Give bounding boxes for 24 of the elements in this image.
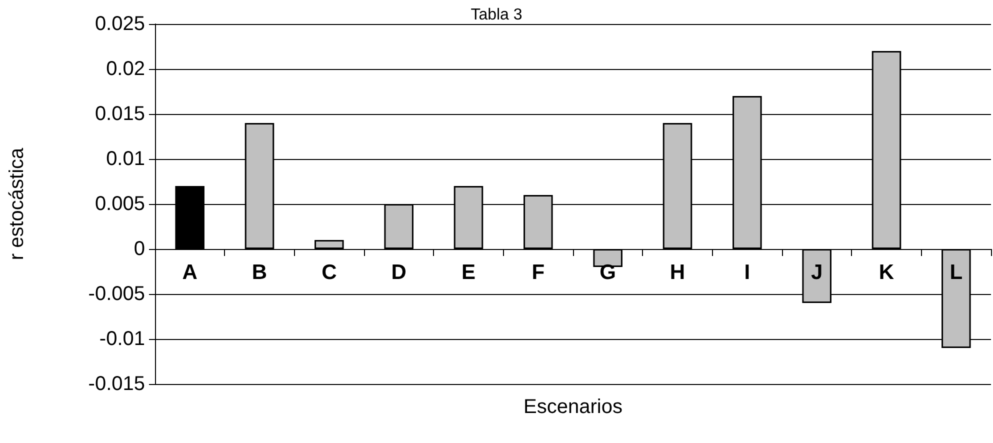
y-tick-label: 0.015: [94, 103, 145, 125]
x-tick-label: F: [532, 261, 545, 284]
y-tick-label: 0: [134, 238, 145, 260]
x-tick-label: J: [810, 261, 823, 284]
y-tick-label: -0.015: [88, 373, 145, 395]
y-tick-label: 0.025: [94, 13, 145, 35]
x-axis-title: Escenarios: [524, 396, 622, 418]
y-tick-label: 0.02: [106, 58, 145, 80]
x-tick-label: B: [252, 261, 268, 284]
chart-title: Tabla 3: [470, 6, 522, 24]
y-tick-label: 0.01: [106, 148, 145, 170]
x-tick-label: K: [878, 261, 894, 284]
x-tick-label: H: [670, 261, 686, 284]
x-tick-label: I: [744, 261, 750, 284]
y-tick-label: -0.01: [99, 328, 145, 350]
y-axis-title: r estocástica: [6, 146, 28, 260]
y-tick-label: -0.005: [88, 283, 145, 305]
x-tick-label: C: [322, 261, 337, 284]
x-tick-label: A: [182, 261, 198, 284]
x-tick-label: E: [461, 261, 476, 284]
y-tick-label: 0.005: [94, 193, 145, 215]
x-tick-label: D: [391, 261, 406, 284]
x-tick-label: L: [950, 261, 963, 284]
bar: [314, 240, 344, 249]
